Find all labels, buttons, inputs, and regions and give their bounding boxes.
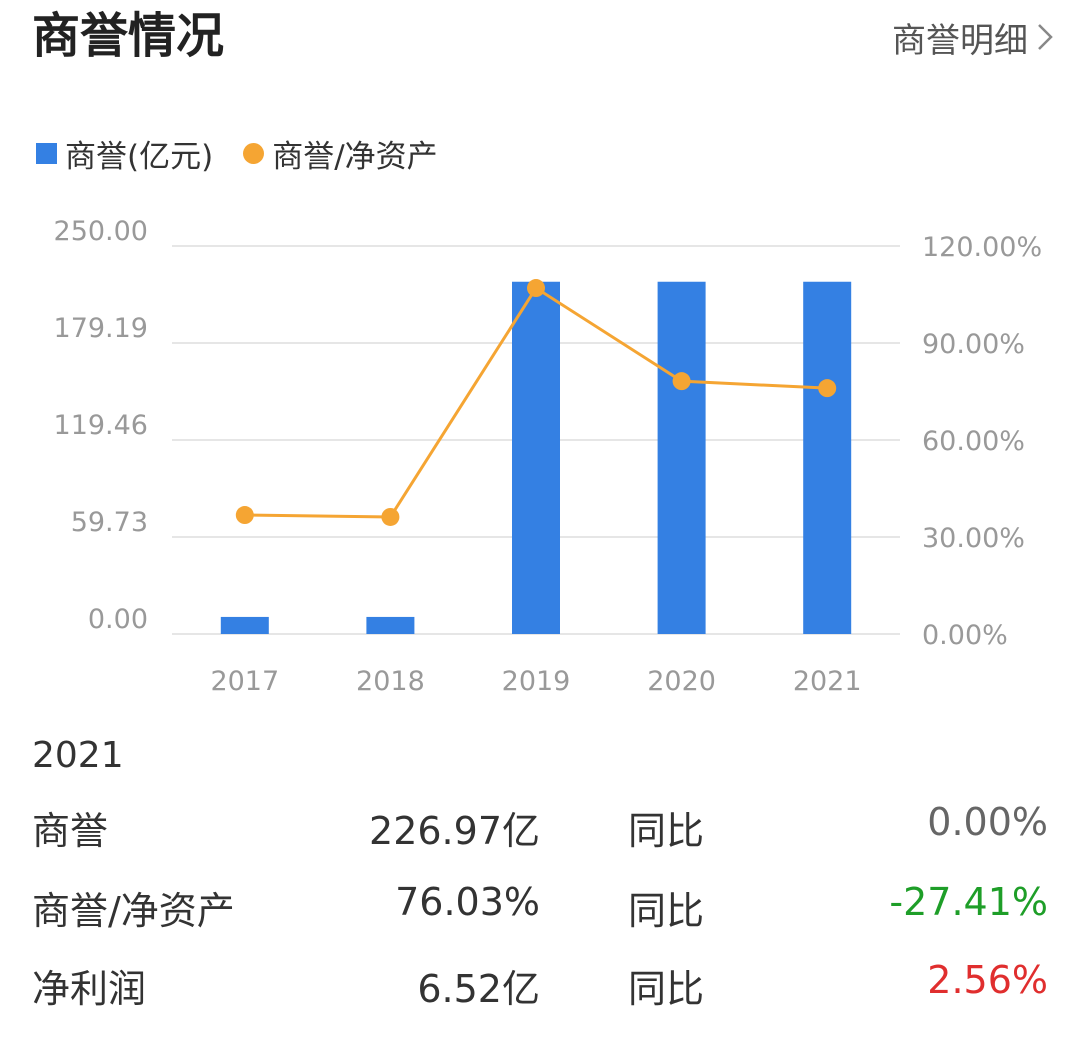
- point-goodwill-ratio: [672, 372, 691, 391]
- point-goodwill-ratio: [235, 506, 254, 525]
- stat-value: 76.03%: [395, 880, 540, 924]
- stat-yoy-label: 同比: [628, 889, 705, 933]
- page-title: 商誉情况: [32, 8, 225, 64]
- stat-yoy-label: 同比: [628, 809, 705, 853]
- goodwill-detail-label: 商誉明细: [892, 20, 1028, 61]
- chart-legend: 商誉(亿元) 商誉/净资产: [36, 130, 468, 176]
- chevron-right-icon: [1038, 24, 1053, 50]
- x-tick-label: 2018: [356, 666, 425, 697]
- y-right-tick-label: 0.00%: [922, 620, 1008, 651]
- stat-name: 商誉/净资产: [32, 889, 235, 933]
- bar-goodwill: [657, 281, 706, 634]
- stat-value: 6.52亿: [417, 967, 540, 1011]
- y-right-tick-label: 90.00%: [922, 329, 1025, 360]
- y-left-tick-label: 0.00: [88, 604, 148, 635]
- x-tick-label: 2019: [502, 666, 571, 697]
- goodwill-chart: 250.00 120.00% 179.19 90.00% 119.46 60.00% 59.…: [54, 216, 1043, 697]
- y-left-tick-label: 179.19: [54, 313, 148, 344]
- goodwill-detail-link[interactable]: 商誉明细: [892, 12, 1054, 62]
- legend-swatch-goodwill-ratio: [243, 142, 265, 164]
- y-left-tick-label: 250.00: [54, 216, 148, 247]
- y-right-tick-label: 60.00%: [922, 426, 1025, 457]
- legend-label-goodwill: 商誉(亿元): [65, 138, 214, 175]
- detail-year: 2021: [32, 735, 124, 776]
- point-goodwill-ratio: [527, 279, 545, 298]
- stat-yoy-value: -27.41%: [889, 880, 1048, 924]
- legend-label-goodwill-ratio: 商誉/净资产: [272, 138, 438, 175]
- stat-value: 226.97亿: [369, 809, 540, 853]
- stat-row-goodwill: 商誉 226.97亿 同比 0.00%: [0, 790, 1080, 868]
- x-tick-label: 2017: [210, 666, 279, 697]
- legend-item-goodwill-ratio[interactable]: 商誉/净资产: [243, 131, 438, 176]
- x-tick-label: 2021: [793, 666, 862, 697]
- y-left-tick-label: 59.73: [71, 507, 148, 538]
- bar-goodwill: [220, 616, 269, 634]
- x-tick-label: 2020: [647, 666, 716, 697]
- stat-name: 商誉: [32, 809, 109, 853]
- y-right-tick-label: 120.00%: [922, 232, 1042, 263]
- stat-yoy-value: 2.56%: [927, 958, 1048, 1002]
- bar-goodwill: [366, 616, 415, 634]
- stat-yoy-label: 同比: [628, 967, 705, 1011]
- bar-goodwill: [803, 281, 852, 634]
- stat-yoy-value: 0.00%: [927, 800, 1048, 844]
- point-goodwill-ratio: [818, 379, 837, 398]
- bar-goodwill: [512, 281, 560, 634]
- stat-row-goodwill-ratio: 商誉/净资产 76.03% 同比 -27.41%: [0, 870, 1080, 948]
- header: 商誉情况 商誉明细: [0, 0, 1080, 80]
- y-left-tick-label: 119.46: [54, 410, 148, 441]
- legend-item-goodwill[interactable]: 商誉(亿元): [36, 131, 213, 176]
- stat-row-net-profit: 净利润 6.52亿 同比 2.56%: [0, 948, 1080, 1026]
- point-goodwill-ratio: [381, 507, 400, 526]
- y-right-tick-label: 30.00%: [922, 523, 1025, 554]
- legend-swatch-goodwill: [36, 142, 57, 164]
- stat-name: 净利润: [32, 967, 147, 1011]
